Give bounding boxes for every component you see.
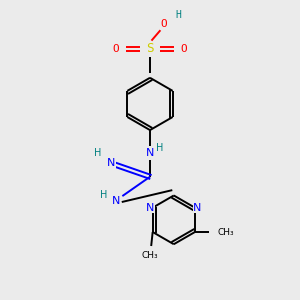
Text: N: N [112,196,120,206]
Text: N: N [146,148,154,158]
Text: S: S [146,42,154,56]
Text: CH₃: CH₃ [141,251,158,260]
Text: N: N [146,203,154,213]
Text: CH₃: CH₃ [217,227,234,236]
Text: O: O [181,44,188,54]
Text: H: H [156,142,163,153]
Text: O: O [112,44,119,54]
Text: H: H [100,190,108,200]
Text: H: H [175,10,181,20]
Text: O: O [160,19,167,29]
Text: N: N [193,203,202,213]
Text: N: N [107,158,116,168]
Text: H: H [94,148,102,158]
